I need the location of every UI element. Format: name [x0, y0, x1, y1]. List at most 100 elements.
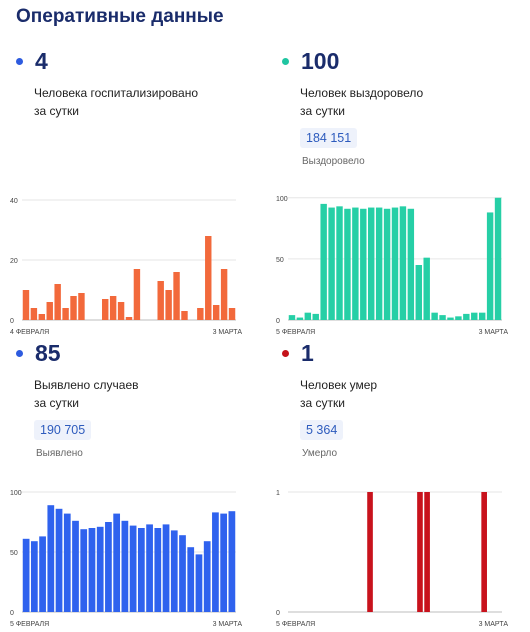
- chart-deaths: 0 1 5 ФЕВРАЛЯ 3 МАРТА: [276, 490, 509, 628]
- bar: [72, 520, 79, 612]
- y-tick-label: 0: [10, 318, 14, 325]
- bar: [486, 212, 494, 320]
- bar: [162, 524, 170, 612]
- bar: [220, 513, 228, 612]
- bar: [481, 492, 487, 612]
- bar: [471, 312, 478, 320]
- bar: [212, 305, 220, 320]
- total-label: Умерло: [302, 448, 338, 459]
- bar: [423, 257, 430, 320]
- bar: [447, 317, 454, 320]
- bar: [102, 299, 109, 320]
- dot-icon: [16, 349, 23, 357]
- y-tick-label: 50: [276, 257, 284, 264]
- y-tick-label: 0: [276, 318, 280, 325]
- bar: [212, 512, 219, 612]
- y-tick-label: 1: [276, 490, 280, 497]
- bar: [30, 308, 38, 320]
- dot-icon: [282, 57, 289, 65]
- y-tick-label: 100: [10, 490, 22, 497]
- bar: [344, 208, 351, 320]
- bar: [197, 308, 204, 320]
- stat-description-line: за сутки: [300, 104, 345, 118]
- bar: [47, 505, 55, 612]
- bar: [105, 522, 112, 612]
- bar: [109, 296, 117, 320]
- x-start-label: 4 ФЕВРАЛЯ: [10, 329, 49, 336]
- bar: [22, 538, 30, 612]
- x-start-label: 5 ФЕВРАЛЯ: [10, 621, 49, 628]
- bar: [121, 520, 129, 612]
- stat-header: 100: [282, 46, 339, 76]
- y-tick-label: 100: [276, 196, 288, 203]
- bar: [312, 313, 319, 320]
- bar: [320, 203, 327, 320]
- chart-hospitalized: 0 20 40 4 ФЕВРАЛЯ 3 МАРТА: [10, 198, 243, 336]
- bar: [203, 541, 211, 612]
- bar: [39, 536, 46, 612]
- bar: [478, 312, 486, 320]
- bar: [439, 315, 446, 320]
- bar: [187, 547, 195, 612]
- bar: [129, 525, 137, 612]
- bar: [494, 197, 502, 320]
- y-tick-label: 40: [10, 198, 18, 205]
- bar: [424, 492, 430, 612]
- stat-value: 1: [301, 339, 314, 366]
- bar: [304, 312, 312, 320]
- stat-description: Человек выздоровело за сутки: [300, 84, 500, 120]
- chart-detected: 0 50 100 5 ФЕВРАЛЯ 3 МАРТА: [10, 490, 243, 628]
- x-end-label: 3 МАРТА: [213, 329, 243, 336]
- bar: [205, 236, 212, 320]
- bar: [78, 293, 85, 320]
- bar: [399, 206, 407, 320]
- bar: [228, 511, 236, 612]
- bar: [154, 528, 162, 612]
- bar: [383, 208, 391, 320]
- panel-recovered: 100 Человек выздоровело за сутки 184 151…: [266, 40, 516, 337]
- bar: [360, 208, 367, 320]
- x-end-label: 3 МАРТА: [479, 621, 509, 628]
- total-badge: 5 364: [300, 420, 344, 440]
- bar: [137, 528, 145, 612]
- bar: [55, 508, 63, 612]
- bar: [296, 317, 304, 320]
- bar: [455, 316, 462, 320]
- bar: [173, 272, 180, 320]
- total-label: Выздоровело: [302, 156, 365, 167]
- bar: [367, 492, 373, 612]
- bar: [88, 528, 96, 612]
- x-start-label: 5 ФЕВРАЛЯ: [276, 621, 315, 628]
- dot-icon: [16, 57, 23, 65]
- bar: [146, 524, 153, 612]
- bar: [228, 308, 236, 320]
- bar: [125, 317, 133, 320]
- stat-header: 4: [16, 46, 48, 76]
- bar: [328, 207, 335, 320]
- bar: [170, 530, 178, 612]
- bar: [220, 269, 228, 320]
- bar: [80, 529, 88, 612]
- bar: [30, 541, 38, 612]
- y-tick-label: 0: [10, 610, 14, 617]
- bar: [368, 207, 375, 320]
- stat-description-line: за сутки: [300, 396, 345, 410]
- panel-deaths: 1 Человек умер за сутки 5 364 Умерло 0 1 5…: [266, 332, 516, 629]
- bar: [46, 302, 53, 320]
- stat-description: Выявлено случаев за сутки: [34, 376, 234, 412]
- bar: [407, 208, 415, 320]
- bar: [431, 312, 438, 320]
- bar: [63, 513, 71, 612]
- panel-detected: 85 Выявлено случаев за сутки 190 705 Выя…: [0, 332, 250, 629]
- bar: [391, 207, 399, 320]
- x-end-label: 3 МАРТА: [479, 329, 509, 336]
- bar: [157, 281, 164, 320]
- page-title: Оперативные данные: [16, 6, 224, 27]
- x-start-label: 5 ФЕВРАЛЯ: [276, 329, 315, 336]
- x-end-label: 3 МАРТА: [213, 621, 243, 628]
- stat-value: 100: [301, 47, 340, 74]
- bar: [70, 296, 77, 320]
- y-tick-label: 20: [10, 258, 18, 265]
- bar: [352, 207, 359, 320]
- bar: [195, 554, 203, 612]
